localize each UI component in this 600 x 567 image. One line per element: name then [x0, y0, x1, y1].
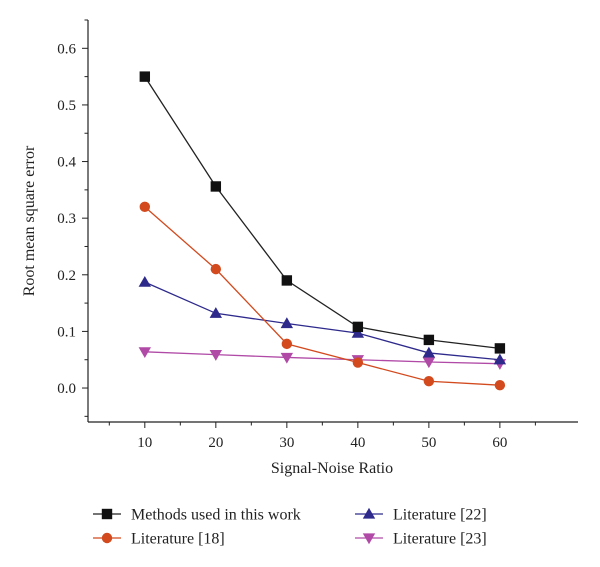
axes [87, 20, 578, 423]
y-tick-label: 0.6 [57, 41, 76, 57]
y-tick-label: 0.1 [57, 324, 76, 340]
data-point [138, 275, 152, 287]
y-tick-label: 0.3 [57, 211, 76, 227]
legend: Methods used in this work Literature [18]… [93, 507, 487, 548]
data-point [494, 379, 506, 391]
data-point [209, 350, 223, 361]
x-axis-label: Signal-Noise Ratio [271, 460, 393, 477]
y-axis-label: Root mean square error [21, 145, 38, 296]
series-line [144, 351, 500, 365]
data-point [210, 263, 222, 275]
legend-marker [362, 533, 376, 545]
series-line [144, 76, 500, 350]
data-point [139, 71, 151, 82]
series-literature-22 [138, 275, 507, 365]
data-point [280, 317, 294, 329]
data-point [352, 321, 364, 333]
data-point [422, 346, 436, 358]
data-point [423, 334, 435, 346]
x-tick-label: 50 [421, 435, 436, 451]
data-point [493, 353, 507, 365]
x-tick-label: 30 [279, 435, 294, 451]
data-point [209, 307, 223, 318]
legend-item: Methods used in this work [93, 507, 301, 524]
x-tick-label: 60 [492, 435, 507, 451]
data-point [352, 357, 364, 368]
legend-marker [101, 532, 113, 544]
legend-item: Literature [23] [355, 531, 487, 548]
y-tick-label: 0.2 [57, 268, 76, 284]
x-tick-label: 10 [137, 435, 152, 451]
series-literature-18 [139, 201, 506, 391]
data-point [210, 181, 222, 192]
ticks: 10 20 30 40 50 60 0.0 0.1 0.2 0.3 0.4 0.5 0.6 [57, 19, 536, 451]
y-tick-label: 0.0 [57, 381, 76, 397]
y-tick-label: 0.4 [57, 155, 76, 171]
legend-item: Literature [22] [355, 507, 487, 524]
series-layer [138, 71, 507, 391]
data-point [280, 352, 294, 364]
legend-label: Literature [18] [131, 531, 225, 548]
x-tick-label: 20 [208, 435, 223, 451]
x-tick-label: 40 [350, 435, 365, 451]
legend-label: Methods used in this work [131, 507, 301, 524]
legend-marker [362, 507, 376, 519]
series-line [144, 206, 500, 386]
legend-label: Literature [22] [393, 507, 487, 524]
series-literature-23 [138, 347, 507, 370]
y-tick-label: 0.5 [57, 98, 76, 114]
legend-item: Literature [18] [93, 531, 225, 548]
data-point [422, 357, 436, 369]
legend-label: Literature [23] [393, 531, 487, 548]
data-point [423, 376, 435, 387]
data-point [281, 275, 293, 286]
data-point [351, 326, 365, 338]
series-methods-used-in-this-work [139, 71, 506, 354]
data-point [138, 347, 152, 358]
legend-marker [101, 508, 113, 520]
data-point [281, 338, 293, 350]
data-point [494, 343, 506, 354]
data-point [139, 201, 151, 213]
series-line [144, 281, 500, 361]
